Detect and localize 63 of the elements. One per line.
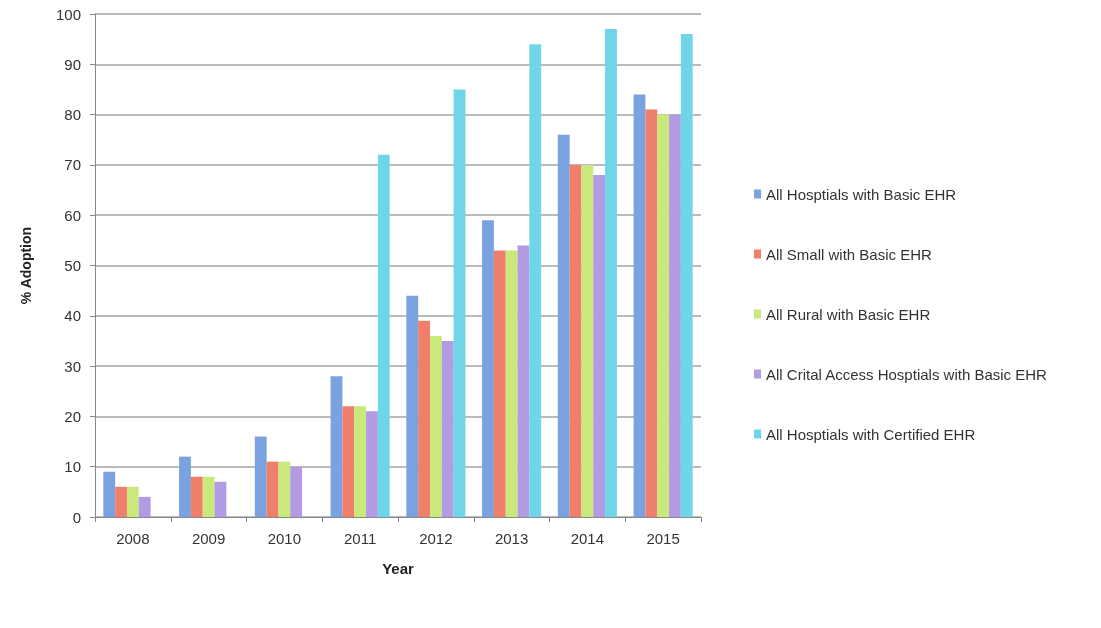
x-tick-label: 2011 <box>343 530 377 547</box>
bar <box>593 174 606 517</box>
bar <box>330 376 343 517</box>
bar <box>441 340 454 517</box>
bar <box>202 476 215 517</box>
y-tick-label: 100 <box>55 5 81 23</box>
legend-label: All Crital Access Hosptials with Basic EHR <box>766 365 1048 383</box>
bar <box>377 154 390 517</box>
bar <box>418 320 430 517</box>
x-axis-title: Year <box>382 560 415 577</box>
x-tick-label: 2012 <box>419 530 453 547</box>
y-tick-label: 70 <box>64 156 81 174</box>
bar <box>126 486 139 517</box>
bar <box>278 461 291 517</box>
bar <box>581 164 594 517</box>
bar <box>115 486 127 517</box>
bar <box>103 471 116 517</box>
bar <box>266 461 279 517</box>
x-tick-label: 2008 <box>116 530 150 547</box>
bar <box>633 94 646 517</box>
bar <box>190 476 203 517</box>
y-tick-label: 80 <box>64 106 81 124</box>
legend-label: All Small with Basic EHR <box>766 245 933 263</box>
bar <box>569 164 582 517</box>
bar <box>680 34 693 517</box>
bar <box>138 496 151 517</box>
legend-label: All Hosptials with Certified EHR <box>766 425 976 443</box>
y-tick-label: 60 <box>64 206 81 224</box>
bar <box>366 411 378 517</box>
bar <box>657 114 670 517</box>
bar <box>517 245 530 517</box>
bar <box>290 466 303 517</box>
y-tick-label: 40 <box>64 307 81 325</box>
bar <box>254 436 267 517</box>
bar <box>505 250 518 517</box>
bar <box>354 406 367 517</box>
bar <box>482 220 494 517</box>
bar <box>406 295 419 517</box>
y-tick-label: 90 <box>64 55 81 73</box>
y-tick-label: 20 <box>64 407 81 425</box>
legend-label: All Rural with Basic EHR <box>766 305 931 323</box>
bar <box>645 109 658 517</box>
bar <box>557 134 570 517</box>
bar <box>453 89 466 517</box>
bar <box>493 250 506 517</box>
y-tick-label: 10 <box>64 458 81 476</box>
bar <box>529 44 542 517</box>
y-tick-label: 30 <box>64 357 81 375</box>
y-tick-label: 50 <box>64 257 81 274</box>
bar <box>342 406 355 517</box>
bar <box>214 481 227 517</box>
bar <box>605 29 617 517</box>
bar <box>429 335 442 517</box>
legend-label: All Hosptials with Basic EHR <box>766 185 957 203</box>
x-tick-label: 2009 <box>191 530 226 547</box>
bar <box>179 456 191 517</box>
y-axis-title: % Adoption <box>18 226 34 305</box>
x-tick-label: 2014 <box>570 530 605 547</box>
x-tick-label: 2013 <box>494 530 529 547</box>
bar <box>669 114 681 517</box>
x-tick-label: 2015 <box>646 530 680 547</box>
x-tick-label: 2010 <box>267 530 302 547</box>
y-tick-label: 0 <box>72 508 81 526</box>
